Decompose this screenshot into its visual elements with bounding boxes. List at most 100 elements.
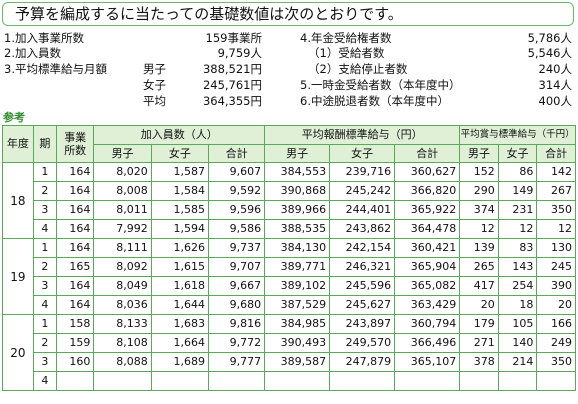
value-cell: 389,771 — [264, 257, 331, 277]
period-cell: 2 — [32, 181, 57, 201]
value-cell: 1,594 — [150, 219, 209, 239]
summary-label: 6.中途脱退者数（本年度中） — [300, 94, 449, 108]
value-cell: 1,689 — [150, 352, 209, 372]
value-cell: 384,553 — [264, 162, 331, 182]
value-cell: 365,082 — [394, 276, 461, 296]
table-row: 4 164 7,992 1,594 9,586 388,535 243,862 364,478… — [3, 219, 576, 239]
table-row: 18 1 164 8,020 1,587 9,607 384,553 239,716 360,6… — [2, 162, 576, 239]
summary-value: 9,759人 — [217, 46, 262, 60]
value-cell: 12 — [536, 219, 576, 239]
header-total: 合計 — [207, 144, 266, 163]
summary-sub: 女子 — [143, 78, 166, 92]
value-cell: 254 — [497, 276, 538, 296]
value-cell: 7,992 — [93, 219, 152, 239]
value-cell: 1,615 — [150, 257, 209, 277]
value-cell: 164 — [55, 200, 95, 220]
value-cell: 18 — [497, 295, 538, 315]
header-salary: 平均報酬標準給与（円） — [264, 125, 461, 145]
value-cell: 366,820 — [394, 181, 461, 201]
value-cell: 249,570 — [329, 333, 396, 353]
summary-label: 2.加入員数 — [4, 46, 61, 60]
table-body: 18 1 164 8,020 1,587 9,607 384,553 239,716 360,6… — [2, 162, 576, 391]
summary-label: （1）受給者数 — [308, 46, 385, 60]
summary-label: 1.加入事業所数 — [4, 31, 84, 45]
value-cell: 8,108 — [93, 333, 152, 353]
value-cell: 164 — [55, 162, 95, 182]
period-cell: 3 — [32, 352, 57, 372]
value-cell: 365,107 — [394, 352, 461, 372]
value-cell: 164 — [55, 295, 95, 315]
period-cell: 4 — [32, 371, 57, 391]
table-row: 3 164 8,049 1,618 9,667 389,102 245,596 365,082… — [3, 276, 576, 296]
value-cell: 360,794 — [394, 314, 461, 334]
value-cell: 350 — [536, 352, 576, 372]
summary-value: 400人 — [538, 94, 572, 108]
value-cell: 239,716 — [329, 162, 396, 182]
period-cell: 1 — [32, 314, 57, 334]
value-cell — [264, 371, 331, 391]
summary-value: 388,521円 — [202, 62, 262, 76]
table-row: 3 164 8,011 1,585 9,596 389,966 244,401 365,922… — [3, 200, 576, 220]
table-row: 2 165 8,092 1,615 9,707 389,771 246,321 365,904… — [3, 257, 576, 277]
value-cell: 164 — [55, 276, 95, 296]
period-cell: 4 — [32, 219, 57, 239]
value-cell: 389,587 — [264, 352, 331, 372]
summary-label: 5.一時金受給者数（本年度中） — [300, 78, 461, 92]
value-cell: 384,130 — [264, 238, 331, 258]
summary-value: 240人 — [538, 62, 572, 76]
value-cell: 158 — [55, 314, 95, 334]
value-cell: 20 — [536, 295, 576, 315]
value-cell: 166 — [536, 314, 576, 334]
header-female: 女子 — [150, 144, 209, 163]
header-members: 加入員数（人） — [93, 125, 266, 145]
value-cell: 365,904 — [394, 257, 461, 277]
value-cell: 105 — [497, 314, 538, 334]
value-cell: 8,092 — [93, 257, 152, 277]
value-cell: 8,008 — [93, 181, 152, 201]
value-cell: 242,154 — [329, 238, 396, 258]
value-cell: 149 — [497, 181, 538, 201]
summary-value: 5,546人 — [527, 46, 572, 60]
value-cell: 366,496 — [394, 333, 461, 353]
summary-sub: 男子 — [143, 62, 166, 76]
summary-label: （2）支給停止者数 — [308, 62, 408, 76]
value-cell: 130 — [536, 238, 576, 258]
period-cell: 2 — [32, 333, 57, 353]
value-cell: 8,111 — [93, 238, 152, 258]
value-cell: 9,707 — [207, 257, 266, 277]
value-cell: 363,429 — [394, 295, 461, 315]
value-cell: 9,737 — [207, 238, 266, 258]
value-cell: 1,618 — [150, 276, 209, 296]
value-cell: 160 — [55, 352, 95, 372]
value-cell: 244,401 — [329, 200, 396, 220]
value-cell: 83 — [497, 238, 538, 258]
value-cell: 143 — [497, 257, 538, 277]
header-female: 女子 — [329, 144, 396, 163]
value-cell: 12 — [497, 219, 538, 239]
value-cell: 214 — [497, 352, 538, 372]
value-cell: 245,627 — [329, 295, 396, 315]
value-cell: 164 — [55, 181, 95, 201]
value-cell: 290 — [459, 181, 499, 201]
value-cell: 390,868 — [264, 181, 331, 201]
summary-value: 245,761円 — [202, 78, 262, 92]
value-cell: 1,585 — [150, 200, 209, 220]
value-cell: 86 — [497, 162, 538, 182]
period-cell: 3 — [32, 200, 57, 220]
header-male: 男子 — [264, 144, 331, 163]
summary-label: 3.平均標準給与月額 — [4, 62, 107, 76]
value-cell: 8,011 — [93, 200, 152, 220]
summary-value: 159事業所 — [205, 31, 262, 45]
value-cell: 9,680 — [207, 295, 266, 315]
value-cell: 152 — [459, 162, 499, 182]
value-cell: 390 — [536, 276, 576, 296]
value-cell: 1,584 — [150, 181, 209, 201]
value-cell: 265 — [459, 257, 499, 277]
header-period: 期 — [32, 125, 57, 163]
value-cell: 387,529 — [264, 295, 331, 315]
value-cell: 9,667 — [207, 276, 266, 296]
value-cell: 350 — [536, 200, 576, 220]
value-cell: 1,644 — [150, 295, 209, 315]
value-cell: 165 — [55, 257, 95, 277]
value-cell: 390,493 — [264, 333, 331, 353]
